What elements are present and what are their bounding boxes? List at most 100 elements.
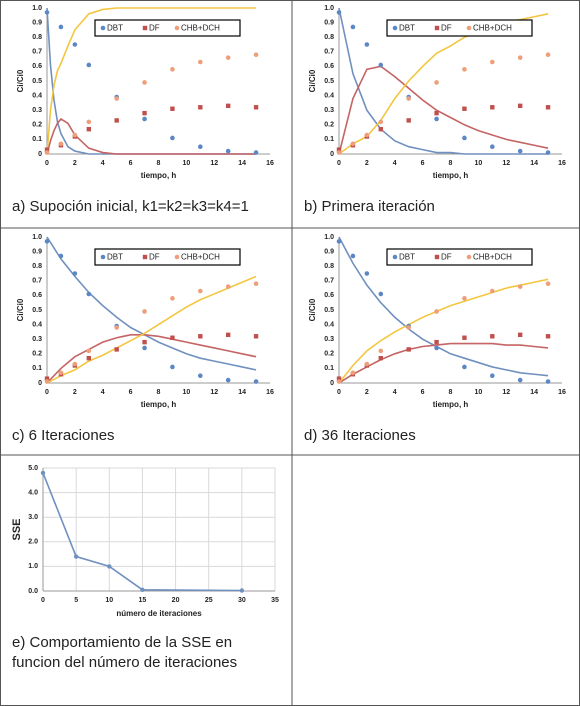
marker-circle: [364, 132, 370, 138]
caption: b) Primera iteración: [304, 198, 435, 215]
marker-circle: [517, 148, 523, 154]
marker-circle: [490, 373, 495, 379]
marker-square: [406, 118, 411, 123]
marker-circle: [490, 144, 495, 149]
x-tick-label: 12: [502, 389, 510, 396]
marker-square: [142, 25, 148, 31]
marker-circle: [170, 67, 175, 72]
x-axis-label: tiempo, h: [141, 171, 177, 180]
legend-label: DF: [149, 24, 160, 33]
x-tick-label: 15: [139, 597, 147, 604]
x-tick-label: 10: [474, 160, 482, 167]
x-tick-label: 20: [172, 597, 180, 604]
y-tick-label: 0.6: [324, 292, 334, 299]
x-tick-label: 35: [271, 597, 279, 604]
marker-circle: [490, 288, 495, 294]
marker-square: [44, 376, 50, 381]
marker-circle: [225, 284, 231, 289]
x-tick-label: 4: [393, 160, 397, 167]
y-tick-label: 2.0: [28, 539, 38, 546]
marker-square: [114, 347, 119, 352]
marker-square: [434, 339, 439, 345]
y-tick-label: 0.5: [324, 78, 334, 85]
marker-circle: [545, 52, 551, 58]
model-line: [46, 7, 257, 155]
marker-circle: [462, 135, 467, 141]
marker-square: [170, 335, 175, 340]
legend-label: DBT: [107, 253, 123, 262]
marker-circle: [86, 119, 92, 125]
marker-circle: [44, 239, 50, 244]
x-tick-label: 0: [45, 160, 49, 167]
point: [40, 470, 46, 476]
y-tick-label: 0.2: [324, 122, 334, 129]
y-tick-label: 0.5: [32, 307, 42, 314]
marker-circle: [350, 24, 356, 30]
marker-circle: [72, 361, 78, 367]
y-tick-label: 0: [38, 380, 42, 387]
marker-circle: [517, 377, 523, 383]
marker-square: [198, 105, 203, 110]
y-tick-label: 0.4: [324, 321, 334, 328]
marker-circle: [434, 345, 439, 351]
marker-circle: [378, 291, 384, 297]
x-tick-label: 0: [337, 160, 341, 167]
marker-square: [225, 332, 231, 338]
x-tick-label: 14: [238, 160, 246, 167]
chart: 0 0.1 0.2 0.3 0.4 0.5 0.6 0.7 0.8 0.9 1.0 0 2 4 6 8 10 12…: [304, 5, 566, 215]
legend-label: DF: [441, 24, 452, 33]
x-tick-label: 6: [421, 160, 425, 167]
marker-circle: [225, 55, 231, 60]
marker-circle: [142, 116, 147, 122]
y-tick-label: 0.5: [324, 307, 334, 314]
marker-square: [517, 103, 523, 109]
model-line: [46, 334, 257, 384]
y-tick-label: 0: [330, 380, 334, 387]
marker-circle: [225, 148, 231, 154]
legend-box: [94, 248, 241, 266]
y-tick-label: 0.9: [324, 19, 334, 26]
marker-square: [434, 25, 440, 31]
marker-square: [545, 334, 551, 339]
marker-circle: [253, 281, 259, 287]
y-tick-label: 5.0: [28, 465, 38, 472]
chart: 0 0.1 0.2 0.3 0.4 0.5 0.6 0.7 0.8 0.9 1.0 0 2 4 6 8 10 12…: [12, 5, 274, 215]
y-tick-label: 1.0: [324, 5, 334, 12]
x-tick-label: 10: [182, 389, 190, 396]
marker-circle: [392, 25, 398, 31]
x-tick-label: 16: [266, 389, 274, 396]
marker-square: [114, 118, 119, 123]
marker-circle: [44, 379, 50, 384]
marker-circle: [336, 239, 342, 244]
y-tick-label: 0.6: [324, 63, 334, 70]
marker-circle: [198, 59, 203, 65]
marker-circle: [198, 373, 203, 379]
y-tick-label: 1.0: [28, 563, 38, 570]
marker-circle: [545, 281, 551, 287]
x-axis-label: tiempo, h: [433, 171, 469, 180]
y-tick-label: 0.1: [324, 136, 334, 143]
marker-square: [336, 147, 342, 152]
marker-circle: [170, 364, 175, 370]
point: [73, 554, 79, 559]
marker-square: [462, 335, 467, 340]
y-tick-label: 0.9: [32, 19, 42, 26]
x-tick-label: 10: [182, 160, 190, 167]
marker-circle: [44, 10, 50, 15]
marker-circle: [142, 309, 147, 314]
point: [239, 588, 245, 593]
y-axis-label: Ci/Ci0: [16, 298, 25, 321]
marker-square: [462, 106, 467, 111]
marker-square: [545, 105, 551, 110]
marker-square: [86, 126, 92, 132]
marker-square: [142, 339, 147, 345]
marker-circle: [545, 379, 551, 384]
x-tick-label: 4: [101, 389, 105, 396]
y-tick-label: 0.7: [324, 49, 334, 56]
x-tick-label: 2: [73, 389, 77, 396]
y-tick-label: 0.9: [324, 248, 334, 255]
caption: c) 6 Iteraciones: [12, 427, 115, 444]
marker-circle: [253, 379, 259, 384]
marker-circle: [350, 370, 356, 376]
